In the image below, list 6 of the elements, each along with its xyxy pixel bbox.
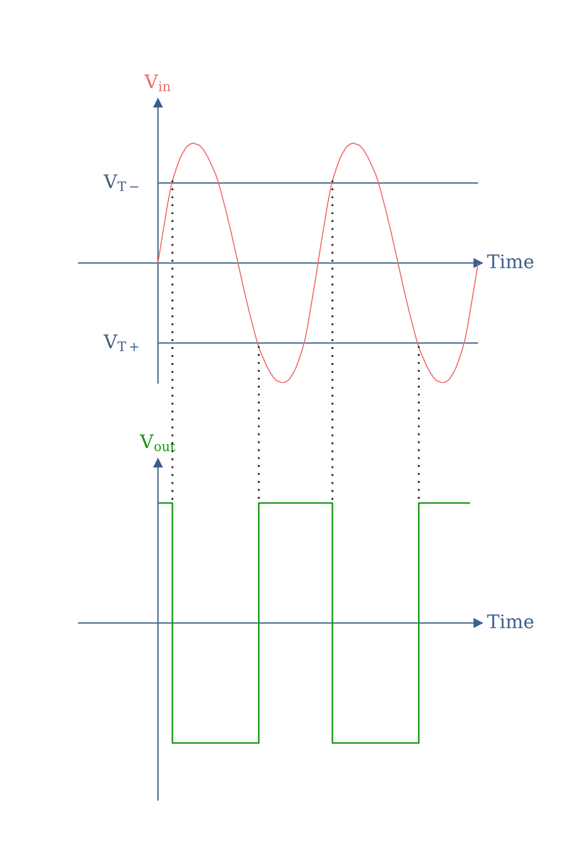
- x-axis-title: Time: [487, 614, 534, 628]
- ref-line-label: V$_{T−}$: [104, 174, 138, 192]
- ref-line-label: V$_{T+}$: [104, 334, 138, 352]
- x-axis-title: Time: [487, 254, 534, 268]
- y-axis-title: V$_{in}$: [144, 74, 170, 92]
- y-axis-title: V$_{out}$: [140, 434, 176, 452]
